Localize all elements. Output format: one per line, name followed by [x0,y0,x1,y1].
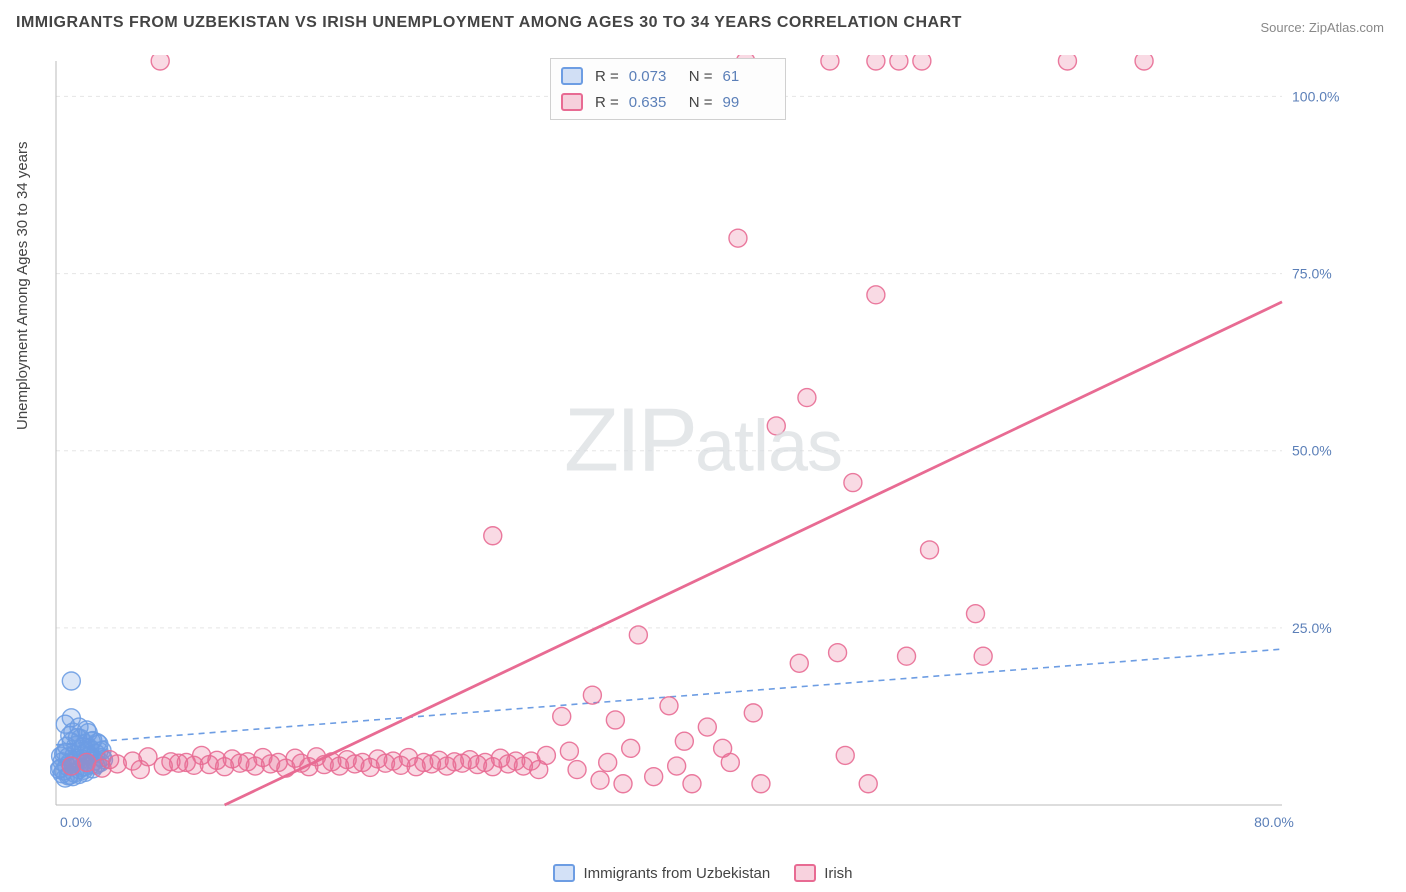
svg-text:100.0%: 100.0% [1292,88,1339,104]
source-prefix: Source: [1260,20,1308,35]
legend-item-irish: Irish [794,864,852,882]
legend-swatch-uzbekistan [561,67,583,85]
y-axis-label: Unemployment Among Ages 30 to 34 years [14,141,31,430]
source-name: ZipAtlas.com [1309,20,1384,35]
chart-title: IMMIGRANTS FROM UZBEKISTAN VS IRISH UNEM… [16,14,962,32]
svg-text:75.0%: 75.0% [1292,266,1332,282]
watermark-atlas: atlas [695,406,842,486]
legend-n-value-irish: 99 [723,94,771,111]
source-attribution: Source: ZipAtlas.com [1260,20,1384,35]
watermark-zip: ZIP [564,390,695,490]
legend-swatch-irish [561,93,583,111]
svg-text:50.0%: 50.0% [1292,443,1332,459]
legend-r-value-uzbekistan: 0.073 [629,68,677,85]
legend-swatch-irish [794,864,816,882]
legend-r-label: R = [595,68,619,85]
svg-text:80.0%: 80.0% [1254,814,1294,830]
legend-swatch-uzbekistan [553,864,575,882]
svg-text:0.0%: 0.0% [60,814,92,830]
series-legend: Immigrants from Uzbekistan Irish [0,864,1406,882]
legend-n-label: N = [689,94,713,111]
correlation-legend: R = 0.073 N = 61 R = 0.635 N = 99 [550,58,786,120]
legend-r-value-irish: 0.635 [629,94,677,111]
svg-text:25.0%: 25.0% [1292,620,1332,636]
legend-label-uzbekistan: Immigrants from Uzbekistan [583,865,770,882]
legend-row-irish: R = 0.635 N = 99 [561,89,771,115]
legend-label-irish: Irish [824,865,852,882]
legend-n-label: N = [689,68,713,85]
legend-r-label: R = [595,94,619,111]
chart-container: IMMIGRANTS FROM UZBEKISTAN VS IRISH UNEM… [0,0,1406,892]
legend-row-uzbekistan: R = 0.073 N = 61 [561,63,771,89]
legend-n-value-uzbekistan: 61 [723,68,771,85]
legend-item-uzbekistan: Immigrants from Uzbekistan [553,864,770,882]
watermark: ZIPatlas [564,389,842,492]
